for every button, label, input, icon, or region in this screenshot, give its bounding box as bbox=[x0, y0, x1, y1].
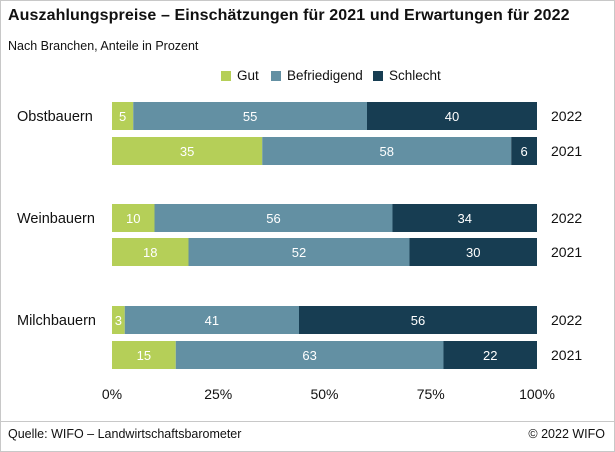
x-tick-label-2: 50% bbox=[310, 386, 338, 402]
bar-milchbauern-2021-schlecht bbox=[443, 341, 537, 369]
year-label-weinbauern-2022: 2022 bbox=[551, 210, 582, 226]
data-label-milchbauern-2022-befriedigend: 41 bbox=[205, 313, 219, 328]
bar-weinbauern-2021-gut bbox=[112, 238, 189, 266]
data-label-milchbauern-2022-gut: 3 bbox=[115, 313, 122, 328]
data-label-obstbauern-2021-schlecht: 6 bbox=[521, 144, 528, 159]
data-label-weinbauern-2021-befriedigend: 52 bbox=[292, 245, 306, 260]
legend-swatch-gut bbox=[221, 70, 231, 81]
data-label-obstbauern-2022-gut: 5 bbox=[119, 109, 126, 124]
legend-item-schlecht: Schlecht bbox=[373, 68, 441, 83]
legend-label-befriedigend: Befriedigend bbox=[287, 68, 363, 83]
data-label-obstbauern-2021-befriedigend: 58 bbox=[380, 144, 394, 159]
data-label-obstbauern-2022-befriedigend: 55 bbox=[243, 109, 257, 124]
bar-obstbauern-2022-gut bbox=[112, 102, 134, 130]
bar-weinbauern-2022-befriedigend bbox=[154, 204, 393, 232]
data-label-weinbauern-2021-gut: 18 bbox=[143, 245, 157, 260]
footer-divider bbox=[0, 421, 615, 422]
bar-weinbauern-2021-schlecht bbox=[409, 238, 537, 266]
data-label-weinbauern-2021-schlecht: 30 bbox=[466, 245, 480, 260]
bar-weinbauern-2022-gut bbox=[112, 204, 155, 232]
bar-obstbauern-2021-schlecht bbox=[511, 137, 537, 165]
bar-weinbauern-2022-schlecht bbox=[392, 204, 537, 232]
legend: Gut Befriedigend Schlecht bbox=[0, 68, 615, 84]
x-tick-label-0: 0% bbox=[102, 386, 122, 402]
bar-milchbauern-2022-befriedigend bbox=[124, 306, 299, 334]
data-label-obstbauern-2022-schlecht: 40 bbox=[445, 109, 459, 124]
bar-milchbauern-2022-schlecht bbox=[299, 306, 537, 334]
data-label-milchbauern-2021-schlecht: 22 bbox=[483, 348, 497, 363]
data-label-milchbauern-2021-gut: 15 bbox=[137, 348, 151, 363]
category-label-obstbauern: Obstbauern bbox=[17, 109, 93, 125]
copyright-note: © 2022 WIFO bbox=[528, 427, 605, 441]
legend-label-gut: Gut bbox=[237, 68, 259, 83]
data-label-weinbauern-2022-schlecht: 34 bbox=[458, 211, 472, 226]
bar-obstbauern-2022-befriedigend bbox=[133, 102, 367, 130]
year-label-milchbauern-2022: 2022 bbox=[551, 312, 582, 328]
x-tick-label-1: 25% bbox=[204, 386, 232, 402]
category-label-milchbauern: Milchbauern bbox=[17, 313, 96, 329]
data-label-weinbauern-2022-befriedigend: 56 bbox=[266, 211, 280, 226]
legend-item-befriedigend: Befriedigend bbox=[271, 68, 363, 83]
chart-title: Auszahlungspreise – Einschätzungen für 2… bbox=[8, 7, 570, 24]
bar-milchbauern-2022-gut bbox=[112, 306, 125, 334]
bar-milchbauern-2021-gut bbox=[112, 341, 176, 369]
x-tick-label-3: 75% bbox=[417, 386, 445, 402]
year-label-milchbauern-2021: 2021 bbox=[551, 347, 582, 363]
legend-swatch-schlecht bbox=[373, 70, 383, 81]
data-label-milchbauern-2021-befriedigend: 63 bbox=[302, 348, 316, 363]
bar-milchbauern-2021-befriedigend bbox=[175, 341, 444, 369]
legend-swatch-befriedigend bbox=[271, 70, 281, 81]
bar-weinbauern-2021-befriedigend bbox=[188, 238, 410, 266]
legend-item-gut: Gut bbox=[221, 68, 259, 83]
legend-label-schlecht: Schlecht bbox=[389, 68, 441, 83]
data-label-obstbauern-2021-gut: 35 bbox=[180, 144, 194, 159]
category-label-weinbauern: Weinbauern bbox=[17, 211, 95, 227]
bar-obstbauern-2021-befriedigend bbox=[262, 137, 512, 165]
bar-obstbauern-2022-schlecht bbox=[367, 102, 537, 130]
data-label-weinbauern-2022-gut: 10 bbox=[126, 211, 140, 226]
bar-obstbauern-2021-gut bbox=[112, 137, 263, 165]
year-label-obstbauern-2022: 2022 bbox=[551, 108, 582, 124]
x-tick-label-4: 100% bbox=[519, 386, 555, 402]
data-label-milchbauern-2022-schlecht: 56 bbox=[411, 313, 425, 328]
year-label-obstbauern-2021: 2021 bbox=[551, 143, 582, 159]
source-note: Quelle: WIFO – Landwirtschaftsbarometer bbox=[8, 427, 242, 441]
year-label-weinbauern-2021: 2021 bbox=[551, 244, 582, 260]
chart-subtitle: Nach Branchen, Anteile in Prozent bbox=[8, 39, 199, 53]
